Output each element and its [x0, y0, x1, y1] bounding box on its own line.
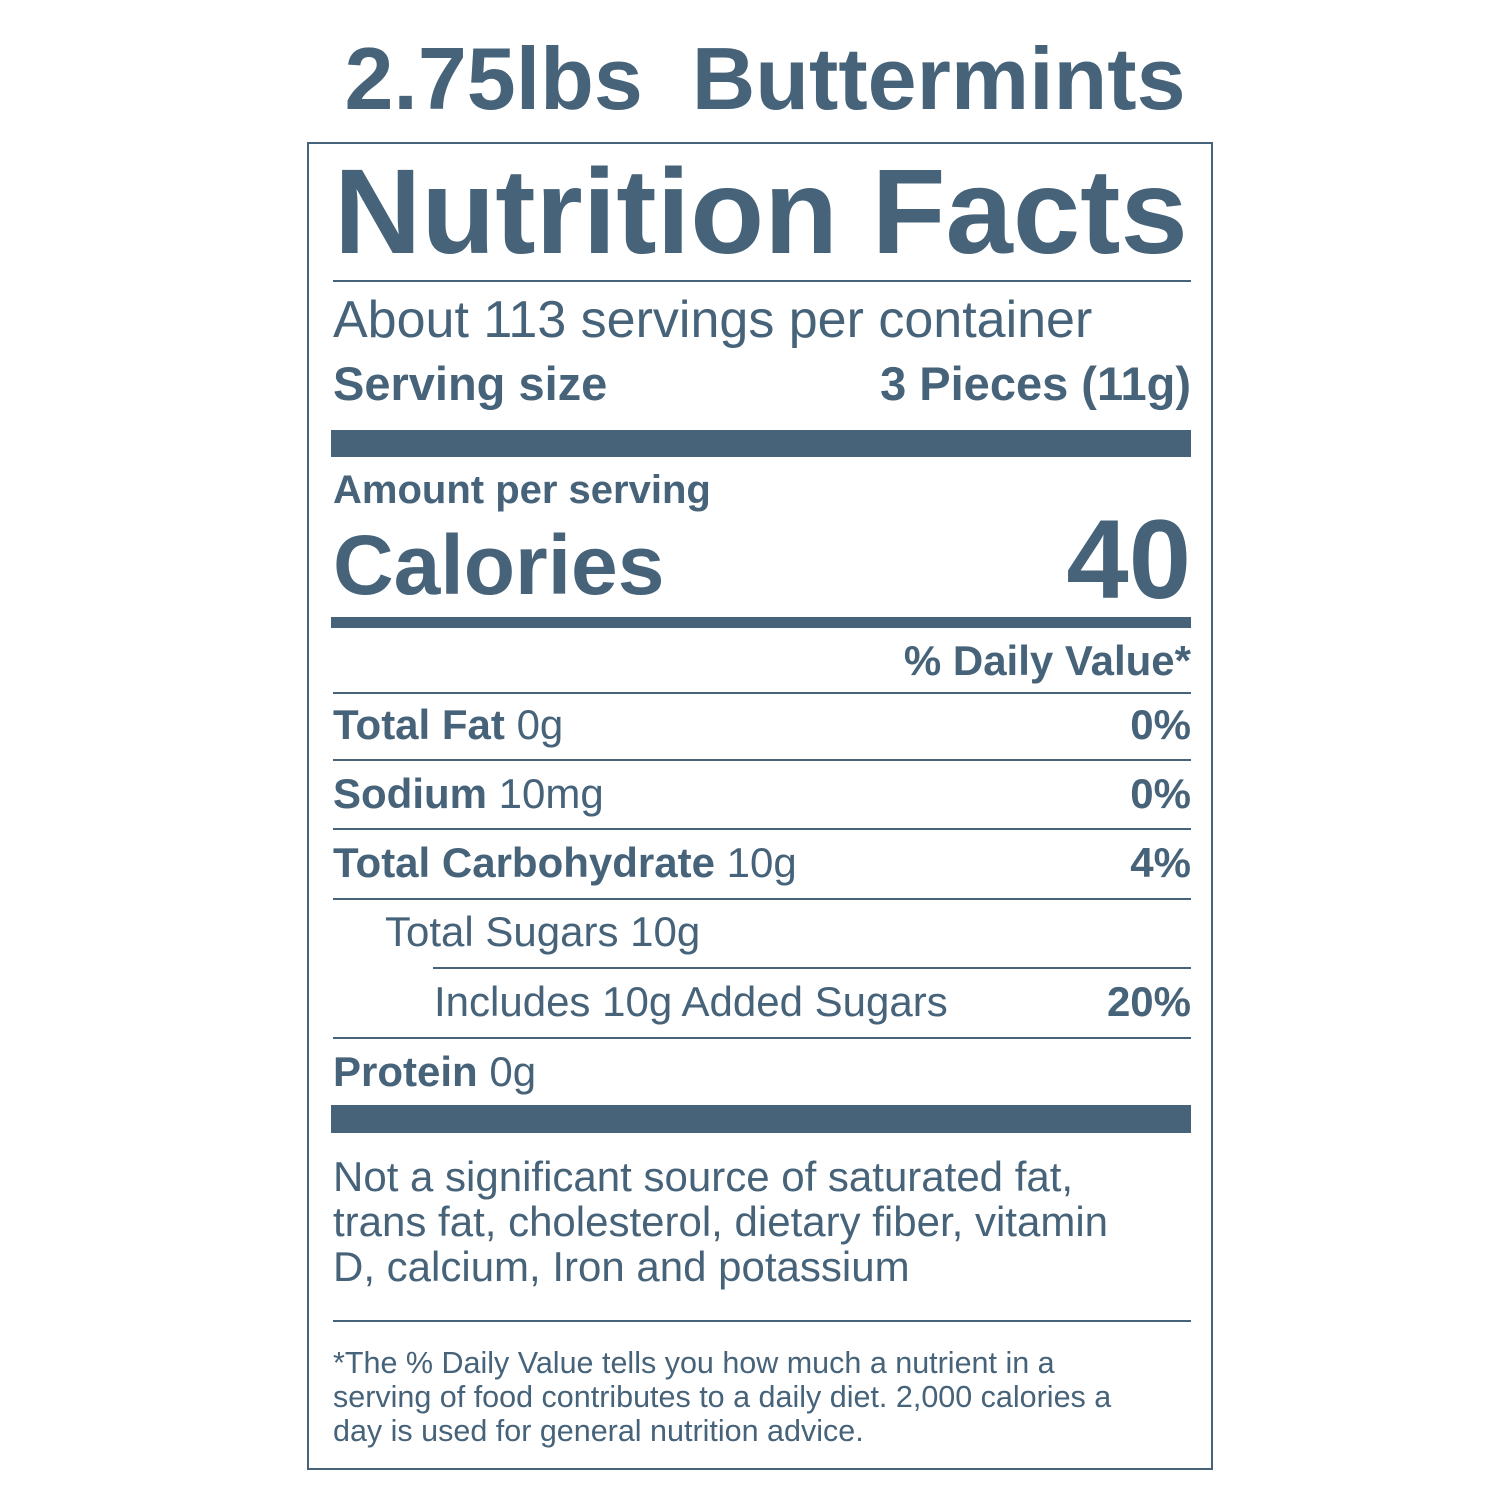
nutrient-amount: 10mg — [498, 770, 604, 817]
nutrient-row-total-sugars: Total Sugars 10g — [385, 907, 1191, 957]
calories-value: 40 — [1066, 497, 1191, 622]
serving-size-label: Serving size — [333, 357, 608, 410]
product-title: 2.75lbs Buttermints — [344, 29, 1186, 128]
nutrition-facts-panel — [307, 142, 1213, 1470]
nutrient-row-protein: Protein 0g — [333, 1047, 1191, 1097]
divider — [433, 967, 1191, 969]
thick-divider — [331, 1105, 1191, 1133]
nutrient-name: Includes 10g Added Sugars — [434, 978, 948, 1025]
divider — [333, 898, 1191, 900]
daily-value-footnote: *The % Daily Value tells you how much a … — [333, 1346, 1111, 1448]
statement-line: trans fat, cholesterol, dietary fiber, v… — [333, 1198, 1109, 1245]
calories-row: Calories 40 — [333, 497, 1191, 622]
nutrient-amount: 10g — [726, 839, 797, 886]
nutrient-name: Total Sugars 10g — [385, 908, 701, 955]
nutrient-row-sodium: Sodium 10mg 0% — [333, 769, 1191, 819]
nutrient-dv: 0% — [1130, 770, 1191, 817]
divider — [333, 759, 1191, 761]
footnote-line: day is used for general nutrition advice… — [333, 1414, 864, 1448]
medium-divider — [331, 617, 1191, 628]
nutrient-dv: 4% — [1130, 839, 1191, 886]
statement-line: D, calcium, Iron and potassium — [333, 1243, 910, 1290]
nutrient-name: Sodium — [333, 770, 487, 817]
divider — [333, 692, 1191, 694]
footnote-line: serving of food contributes to a daily d… — [333, 1380, 1112, 1414]
servings-per-container: About 113 servings per container — [333, 291, 1093, 349]
serving-size-row: Serving size 3 Pieces (11g) — [333, 357, 1191, 411]
nutrient-name: Total Fat — [333, 701, 505, 748]
footnote-line: *The % Daily Value tells you how much a … — [333, 1346, 1055, 1380]
calories-label: Calories — [333, 518, 665, 612]
divider — [333, 1320, 1191, 1322]
nutrient-name: Total Carbohydrate — [333, 839, 715, 886]
nutrient-row-added-sugars: Includes 10g Added Sugars 20% — [434, 977, 1191, 1027]
nutrition-facts-heading: Nutrition Facts — [334, 143, 1188, 279]
amount-per-serving: Amount per serving — [333, 468, 711, 512]
thick-divider — [331, 430, 1191, 457]
divider — [333, 1037, 1191, 1039]
daily-value-header: % Daily Value* — [903, 637, 1191, 684]
nutrient-amount: 0g — [489, 1048, 537, 1095]
daily-value-header-row: % Daily Value* — [333, 636, 1191, 686]
divider — [333, 280, 1191, 282]
nutrient-name: Protein — [333, 1048, 478, 1095]
statement-line: Not a significant source of saturated fa… — [333, 1153, 1074, 1200]
serving-size-value: 3 Pieces (11g) — [880, 357, 1191, 410]
nutrient-row-total-fat: Total Fat 0g 0% — [333, 700, 1191, 750]
nutrient-dv: 0% — [1130, 701, 1191, 748]
nutrient-amount: 0g — [516, 701, 564, 748]
nutrient-dv: 20% — [1106, 978, 1191, 1025]
not-significant-statement: Not a significant source of saturated fa… — [333, 1154, 1108, 1289]
nutrient-row-total-carbohydrate: Total Carbohydrate 10g 4% — [333, 838, 1191, 888]
divider — [333, 828, 1191, 830]
